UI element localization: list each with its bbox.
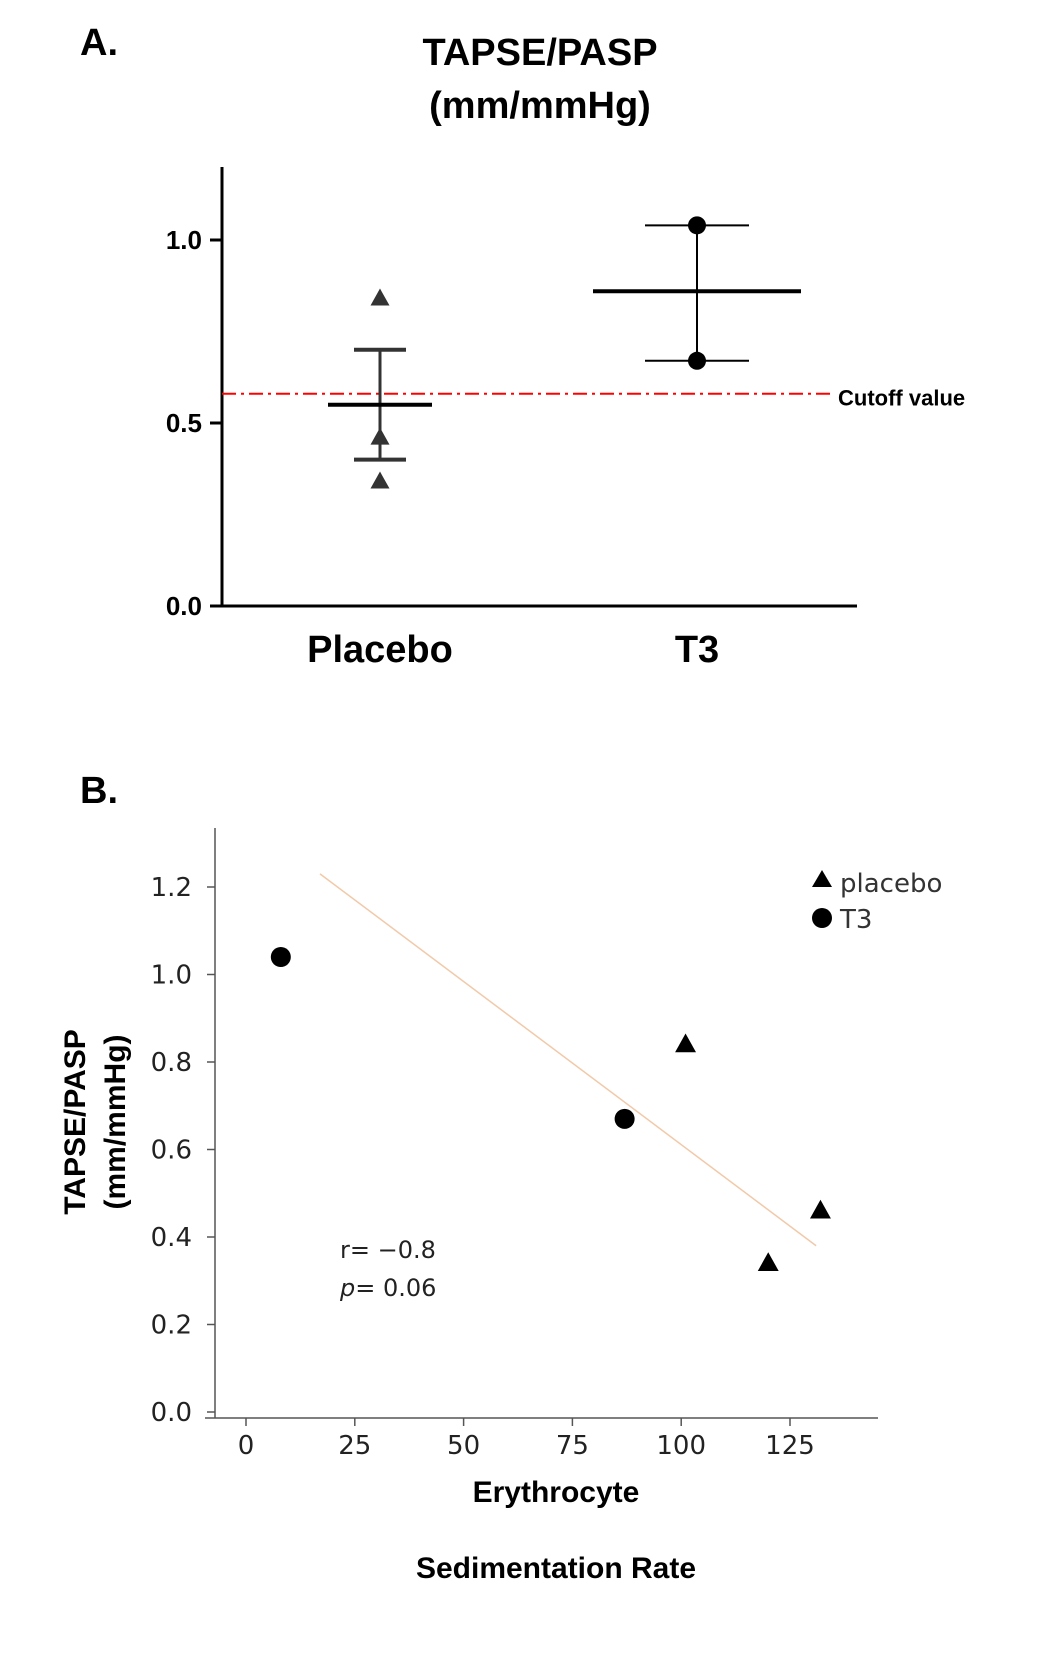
panel-b-x-ticks: 0 25 50 75 100 125 [238, 1418, 815, 1461]
y-tick-label: 0.0 [151, 1398, 192, 1428]
trend-line [319, 873, 817, 1247]
panel-a-label: A. [80, 22, 118, 64]
legend-triangle-icon [812, 870, 832, 887]
x-tick-label: 0 [238, 1431, 255, 1461]
y-tick-label: 0.2 [151, 1311, 192, 1341]
data-point-placebo [675, 1033, 697, 1053]
legend-label-t3: T3 [839, 905, 872, 935]
data-point-placebo [370, 288, 390, 306]
y-tick-label: 0.8 [151, 1048, 192, 1078]
data-point-placebo [810, 1199, 831, 1219]
data-point-placebo [370, 471, 390, 489]
panel-b-marks [270, 947, 831, 1271]
data-point-t3 [688, 216, 706, 235]
panel-a-y-ticks: 0.0 0.5 1.0 [166, 225, 222, 621]
y-tick-label: 1.2 [151, 873, 192, 903]
annotation-p-value: = 0.06 [355, 1274, 436, 1302]
y-tick-label: 0.4 [151, 1223, 192, 1253]
panel-a-marks [328, 216, 801, 489]
y-tick-label: 1.0 [166, 225, 202, 255]
y-tick-label: 1.0 [151, 961, 192, 991]
data-point-placebo [757, 1252, 779, 1271]
x-tick-label: 50 [447, 1431, 480, 1461]
panel-b-y-label-line1: TAPSE/PASP [59, 1029, 92, 1215]
annotation-p-italic: p [339, 1274, 355, 1302]
data-point-t3 [688, 351, 706, 370]
x-tick-label: Placebo [307, 629, 453, 671]
panel-a-title: TAPSE/PASP [422, 32, 657, 74]
data-point-placebo [370, 427, 390, 445]
x-tick-label: 25 [338, 1431, 371, 1461]
panel-b-y-label-line2: (mm/mmHg) [99, 1034, 132, 1209]
annotation-p: p= 0.06 [339, 1274, 436, 1302]
y-tick-label: 0.6 [151, 1136, 192, 1166]
panel-b-x-label-line2: Sedimentation Rate [416, 1552, 696, 1585]
panel-b-label: B. [80, 770, 118, 812]
annotation-r: r= −0.8 [340, 1236, 436, 1264]
x-tick-label: 125 [765, 1431, 815, 1461]
y-tick-label: 0.5 [166, 408, 202, 438]
panel-b-y-ticks: 0.0 0.2 0.4 0.6 0.8 1.0 1.2 [151, 873, 215, 1428]
panel-b: B. 0.0 0.2 0.4 0.6 0.8 1.0 1.2 0 25 50 75 100 125 p… [59, 770, 942, 1585]
panel-a: A. TAPSE/PASP (mm/mmHg) 0.0 0.5 1.0 Placeb… [80, 22, 965, 671]
cutoff-label: Cutoff value [838, 386, 965, 411]
panel-a-subtitle: (mm/mmHg) [429, 85, 651, 127]
panel-a-x-tick-labels: Placebo T3 [307, 629, 719, 671]
y-tick-label: 0.0 [166, 591, 202, 621]
data-point-t3 [270, 947, 291, 967]
data-point-t3 [614, 1108, 635, 1129]
x-tick-label: 100 [656, 1431, 706, 1461]
legend-label-placebo: placebo [840, 869, 942, 899]
legend: placebo T3 [812, 869, 942, 935]
legend-circle-icon [812, 908, 832, 928]
panel-b-x-label-line1: Erythrocyte [473, 1476, 640, 1509]
x-tick-label: T3 [675, 629, 719, 671]
x-tick-label: 75 [556, 1431, 589, 1461]
